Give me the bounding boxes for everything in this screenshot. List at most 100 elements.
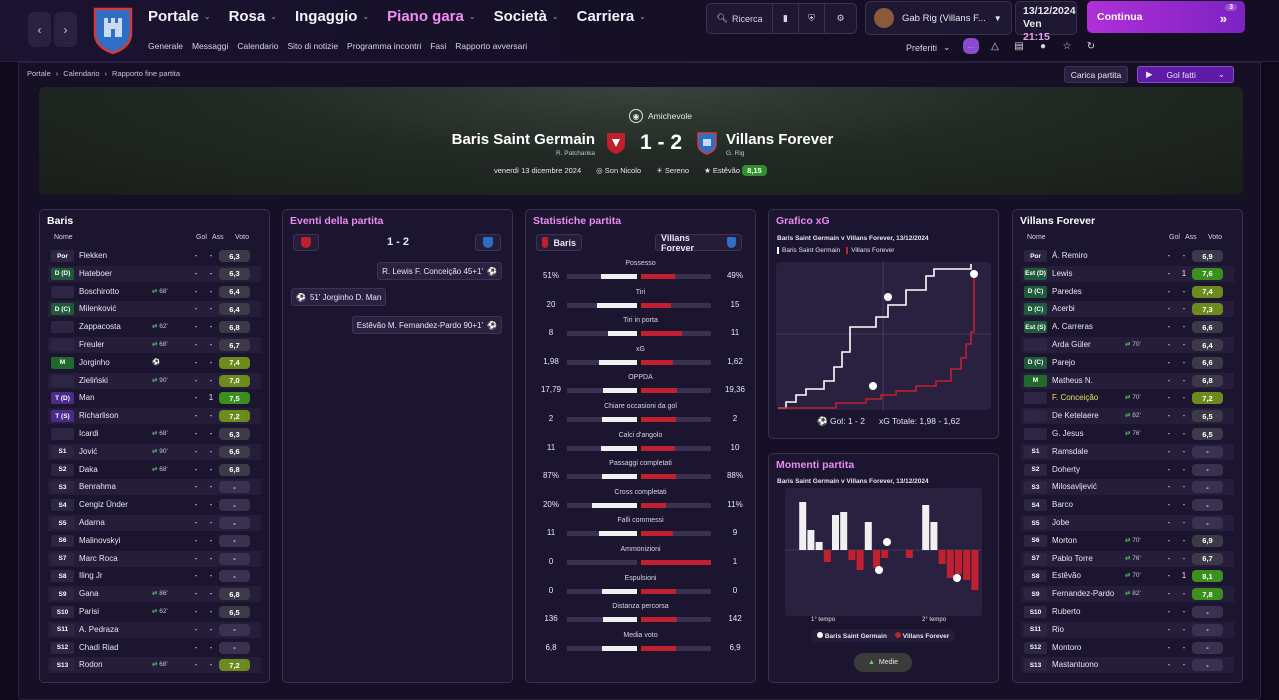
home-team[interactable]: Baris Saint Germain R. Patchanka	[451, 131, 595, 157]
player-row[interactable]: Por Á. Remiro - -6,9	[1021, 248, 1234, 264]
player-row[interactable]: T (S) Richarlison - -7,2	[48, 408, 261, 425]
player-row[interactable]: Arda Güler ⇄ 70' - -6,4	[1021, 337, 1234, 353]
away-team[interactable]: Villans Forever G. Rig	[726, 131, 834, 157]
player-row[interactable]: T (D) Man -1 7,5	[48, 390, 261, 406]
bookmark-button[interactable]: ▮	[773, 4, 799, 33]
player-row[interactable]: S13 Mastantuono - - -	[1021, 657, 1234, 674]
goals-dropdown[interactable]: ▶ Gol fatti ⌄	[1137, 66, 1234, 83]
refresh-icon[interactable]: ↻	[1086, 40, 1096, 52]
player-rating: 6,3	[219, 428, 250, 440]
submenu-item-5[interactable]: Fasi	[430, 41, 447, 51]
menu-item-2[interactable]: Ingaggio ⌄	[294, 8, 370, 25]
home-value: 8	[548, 328, 554, 338]
player-row[interactable]: S1 Jović ⇄ 90' - -6,6	[48, 443, 261, 460]
player-row[interactable]: S3 Milosavljević - - -	[1021, 479, 1234, 496]
menu-item-0[interactable]: Portale ⌄	[148, 8, 211, 25]
player-row[interactable]: S1 Ramsdale - - -	[1021, 443, 1234, 460]
submenu-item-2[interactable]: Calendario	[237, 41, 279, 51]
assists: -	[1182, 429, 1186, 438]
stat-label: Tiri in porta	[623, 317, 658, 325]
load-match-button[interactable]: Carica partita	[1064, 66, 1128, 83]
submenu-item-6[interactable]: Rapporto avversari	[455, 41, 528, 51]
submenu-item-0[interactable]: Generale	[148, 41, 183, 51]
event-away[interactable]: R. Lewis F. Conceição 45+1' ⚽	[377, 262, 502, 280]
settings-button[interactable]: ⚙	[825, 4, 856, 33]
search-button[interactable]: 🔍︎ Ricerca	[707, 4, 773, 33]
stat-row: 87% 88%	[534, 470, 746, 482]
player-row[interactable]: S7 Pablo Torre ⇄ 76' - -6,7	[1021, 550, 1234, 567]
menu-item-5[interactable]: Carriera ⌄	[576, 8, 646, 25]
player-row[interactable]: S4 Barco - - -	[1021, 497, 1234, 513]
player-row[interactable]: S13 Rodon ⇄ 68' - -7,2	[48, 657, 261, 674]
player-row[interactable]: Por Flekken - -6,3	[48, 248, 261, 264]
position-badge	[51, 428, 74, 440]
player-row[interactable]: S9 Gana ⇄ 86' - -6,8	[48, 586, 261, 603]
player-row[interactable]: S12 Montoro - - -	[1021, 640, 1234, 656]
goals: -	[194, 411, 198, 421]
player-row[interactable]: S7 Marc Roca - - -	[48, 550, 261, 567]
player-rating: -	[1192, 659, 1223, 672]
menu-item-3[interactable]: Piano gara ⌄	[387, 8, 476, 25]
player-row[interactable]: D (C) Acerbi - -7,3	[1021, 301, 1234, 318]
continue-button[interactable]: Continua 3 »	[1087, 1, 1245, 33]
player-row[interactable]: M Jorginho ⚽ - -7,4	[48, 355, 261, 371]
player-row[interactable]: S3 Benrahma - - -	[48, 479, 261, 496]
player-row[interactable]: S10 Parisi ⇄ 62' - -6,5	[48, 604, 261, 620]
first-half-label: 1° tempo	[811, 617, 836, 623]
submenu-item-3[interactable]: Sito di notizie	[287, 41, 339, 51]
substitution-info: ⇄ 90'	[152, 447, 168, 455]
event-home[interactable]: ⚽ 51' Jorginho D. Man	[291, 288, 387, 306]
favourites-dropdown[interactable]: Preferiti ⌄	[906, 42, 951, 53]
tactics-icon[interactable]: ●	[1039, 40, 1047, 52]
player-row[interactable]: De Ketelaere ⇄ 82' - -6,5	[1021, 408, 1234, 425]
club-button[interactable]: ⛨	[799, 4, 825, 33]
player-row[interactable]: Zieliński ⇄ 90' - -7,0	[48, 372, 261, 389]
player-row[interactable]: G. Jesus ⇄ 76' - -6,5	[1021, 426, 1234, 442]
player-row[interactable]: S5 Jobe - - -	[1021, 515, 1234, 531]
player-row[interactable]: D (C) Milenković - -6,4	[48, 301, 261, 318]
averages-button[interactable]: ▲ Medie	[854, 653, 912, 672]
player-row[interactable]: D (D) Hateboer - -6,3	[48, 265, 261, 282]
breadcrumb-item[interactable]: Portale	[27, 69, 51, 78]
player-row[interactable]: S9 Fernandez-Pardo ⇄ 82' - -7,8	[1021, 586, 1234, 603]
menu-item-4[interactable]: Società ⌄	[493, 8, 559, 25]
player-row[interactable]: S2 Doherty - - -	[1021, 462, 1234, 478]
player-row[interactable]: Zappacosta ⇄ 62' - -6,8	[48, 319, 261, 335]
assists: -	[1182, 322, 1186, 332]
trophy-icon[interactable]: ☆	[1062, 40, 1072, 52]
club-crest-icon[interactable]	[93, 5, 133, 55]
report-icon[interactable]: ▤	[1014, 40, 1024, 52]
player-row[interactable]: F. Conceição ⇄ 70' - -7,2	[1021, 390, 1234, 406]
player-row[interactable]: S6 Morton ⇄ 70' - -6,9	[1021, 533, 1234, 549]
submenu-item-1[interactable]: Messaggi	[191, 41, 229, 51]
chat-icon[interactable]: …	[963, 38, 979, 54]
player-rating: -	[1192, 481, 1223, 494]
player-row[interactable]: S4 Cengiz Ünder - - -	[48, 497, 261, 513]
event-away[interactable]: Estêvão M. Fernandez-Pardo 90+1' ⚽	[351, 316, 502, 334]
player-row[interactable]: S8 Estêvão ⇄ 70' -1 8,1	[1021, 568, 1234, 584]
player-row[interactable]: M Matheus N. - -6,8	[1021, 372, 1234, 389]
player-row[interactable]: S6 Malinovskyi - - -	[48, 533, 261, 549]
goals: -	[194, 304, 198, 314]
menu-item-1[interactable]: Rosa ⌄	[228, 8, 277, 25]
forward-button[interactable]: ›	[54, 12, 77, 47]
back-button[interactable]: ‹	[28, 12, 51, 47]
player-row[interactable]: Est (S) A. Carreras - -6,6	[1021, 319, 1234, 335]
manager-profile[interactable]: Gab Rig (Villans F... ▼	[865, 1, 1012, 35]
player-row[interactable]: S12 Chadi Riad - - -	[48, 640, 261, 656]
player-row[interactable]: D (C) Parejo - -6,6	[1021, 355, 1234, 371]
player-row[interactable]: S11 A. Pedraza - - -	[48, 621, 261, 638]
submenu-item-4[interactable]: Programma incontri	[347, 41, 422, 51]
player-row[interactable]: S11 Rio - - -	[1021, 621, 1234, 638]
player-row[interactable]: Boschirotto ⇄ 68' - -6,4	[48, 284, 261, 300]
player-row[interactable]: S5 Adarna - - -	[48, 515, 261, 531]
player-row[interactable]: Freuler ⇄ 68' - -6,7	[48, 337, 261, 353]
player-row[interactable]: Icardi ⇄ 68' - -6,3	[48, 426, 261, 442]
shirt-icon[interactable]: △	[991, 40, 999, 52]
player-row[interactable]: D (C) Paredes - -7,4	[1021, 284, 1234, 300]
player-row[interactable]: S10 Ruberto - - -	[1021, 604, 1234, 620]
player-row[interactable]: S8 Iling Jr - - -	[48, 568, 261, 584]
player-row[interactable]: S2 Daka ⇄ 68' - -6,8	[48, 462, 261, 478]
breadcrumb-item[interactable]: Calendario	[63, 69, 100, 78]
player-row[interactable]: Est (D) Lewis -1 7,6	[1021, 265, 1234, 282]
